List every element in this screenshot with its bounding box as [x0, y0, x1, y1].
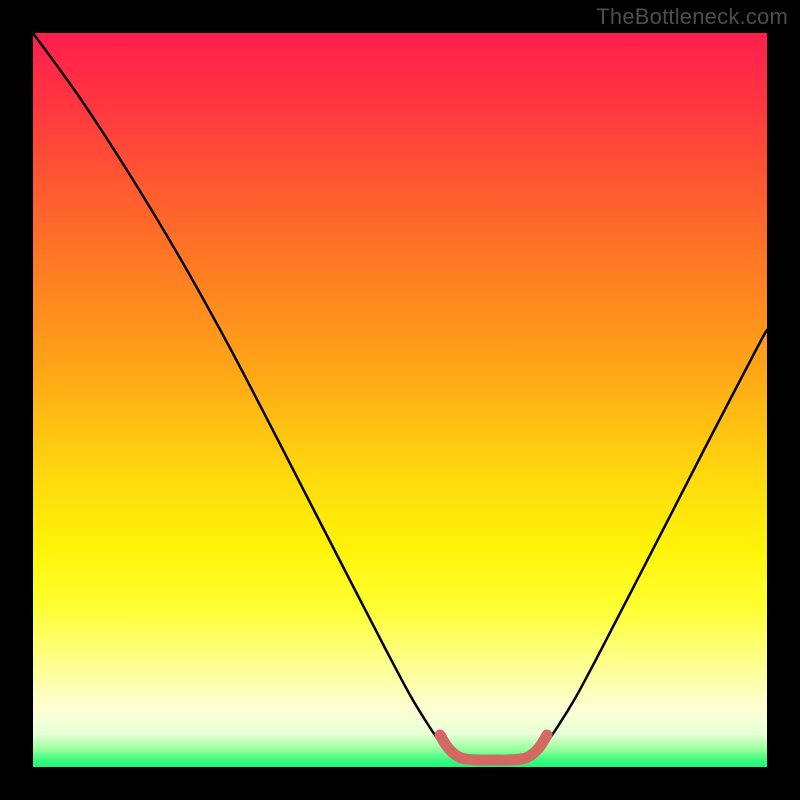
watermark-text: TheBottleneck.com	[596, 4, 788, 30]
chart-frame: TheBottleneck.com	[0, 0, 800, 800]
gradient-background	[33, 33, 767, 767]
bottleneck-chart	[0, 0, 800, 800]
